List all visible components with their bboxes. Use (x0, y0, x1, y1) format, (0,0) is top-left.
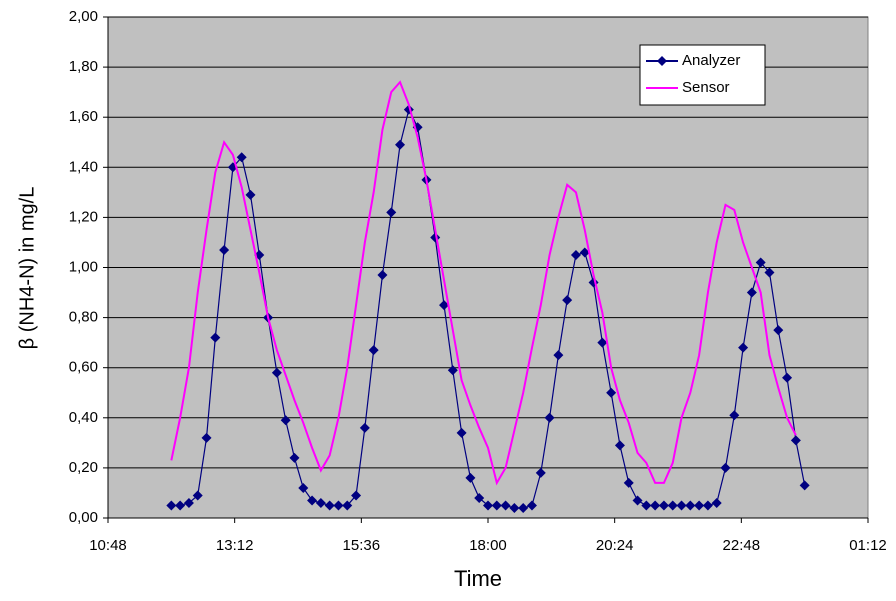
data-point (280, 415, 291, 426)
x-axis-title: Time (454, 566, 502, 591)
data-point (650, 500, 661, 511)
x-tick-label: 18:00 (469, 537, 507, 554)
data-point (755, 257, 766, 268)
data-point (667, 500, 678, 511)
data-point (614, 440, 625, 451)
data-point (641, 500, 652, 511)
data-point (271, 367, 282, 378)
data-point (368, 345, 379, 356)
data-point (447, 365, 458, 376)
data-point (342, 500, 353, 511)
y-tick-label: 0,40 (69, 409, 98, 426)
y-tick-label: 1,40 (69, 158, 98, 175)
data-point (465, 472, 476, 483)
y-tick-label: 0,00 (69, 509, 98, 526)
data-point (764, 267, 775, 278)
data-point (210, 332, 221, 343)
data-point (236, 152, 247, 163)
data-point (518, 502, 529, 513)
legend-label: Analyzer (682, 52, 740, 69)
y-tick-label: 0,60 (69, 359, 98, 376)
data-point (658, 500, 669, 511)
x-tick-label: 15:36 (343, 537, 381, 554)
data-point (192, 490, 203, 501)
data-point (307, 495, 318, 506)
data-point (553, 350, 564, 361)
y-tick-label: 1,00 (69, 258, 98, 275)
data-point (474, 492, 485, 503)
data-point (544, 412, 555, 423)
legend-marker (657, 56, 667, 66)
data-point (711, 497, 722, 508)
y-tick-label: 1,60 (69, 108, 98, 125)
data-point (720, 462, 731, 473)
data-point (746, 287, 757, 298)
y-axis-title: β (NH4-N) in mg/L (16, 187, 38, 350)
data-point (535, 467, 546, 478)
data-point (324, 500, 335, 511)
data-point (773, 325, 784, 336)
data-point (694, 500, 705, 511)
data-point (298, 482, 309, 493)
data-point (570, 249, 581, 260)
data-point (579, 247, 590, 258)
data-point (377, 270, 388, 281)
x-tick-label: 22:48 (723, 537, 761, 554)
legend-label: Sensor (682, 79, 730, 96)
data-point (597, 337, 608, 348)
data-point (289, 452, 300, 463)
data-point (790, 435, 801, 446)
data-point (623, 477, 634, 488)
data-point (799, 480, 810, 491)
x-tick-label: 01:12 (849, 537, 887, 554)
data-point (526, 500, 537, 511)
legend-box (639, 44, 766, 106)
data-point (386, 207, 397, 218)
data-point (562, 295, 573, 306)
y-tick-label: 0,80 (69, 309, 98, 326)
data-point (738, 342, 749, 353)
data-point (509, 502, 520, 513)
data-point (166, 500, 177, 511)
data-point (676, 500, 687, 511)
data-point (439, 300, 450, 311)
data-point (500, 500, 511, 511)
x-tick-label: 10:48 (89, 537, 127, 554)
data-point (201, 432, 212, 443)
y-tick-label: 1,80 (69, 58, 98, 75)
data-point (456, 427, 467, 438)
data-point (175, 500, 186, 511)
data-point (782, 372, 793, 383)
data-point (395, 139, 406, 150)
x-tick-label: 13:12 (216, 537, 254, 554)
y-tick-label: 2,00 (69, 8, 98, 25)
data-point (483, 500, 493, 511)
y-tick-label: 1,20 (69, 208, 98, 225)
data-point (315, 497, 326, 508)
data-point (632, 495, 643, 506)
data-point (333, 500, 344, 511)
data-point (702, 500, 713, 511)
data-point (219, 244, 230, 255)
data-point (491, 500, 502, 511)
data-point (359, 422, 370, 433)
data-point (685, 500, 696, 511)
data-point (729, 410, 740, 421)
x-tick-label: 20:24 (596, 537, 634, 554)
data-point (351, 490, 362, 501)
series-line (170, 80, 797, 486)
y-tick-label: 0,20 (69, 459, 98, 476)
data-point (183, 497, 194, 508)
data-point (245, 189, 256, 200)
data-point (606, 387, 617, 398)
